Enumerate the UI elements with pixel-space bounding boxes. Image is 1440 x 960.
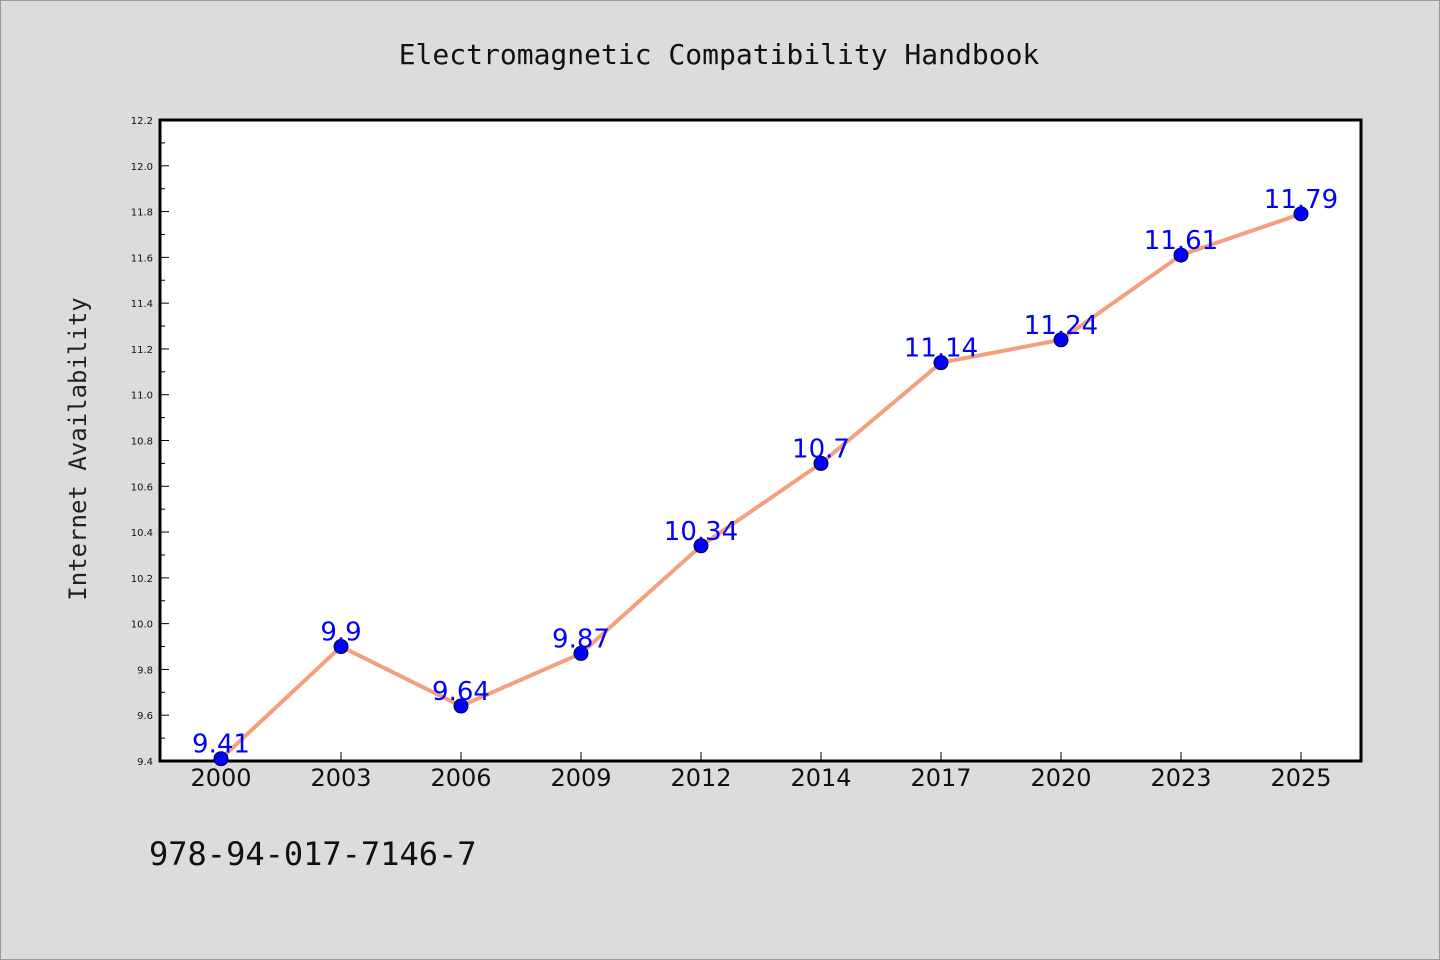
data-labels: 9.41 9.9 9.64 9.87 10.34 10.7 11.14 11.24 11.61 1… <box>192 185 1338 760</box>
y-tick-label: 9.8 <box>137 665 153 676</box>
data-point <box>1053 332 1069 348</box>
data-label: 11.14 <box>904 334 978 364</box>
y-tick-label: 11.6 <box>131 253 153 264</box>
y-tick-label: 11.0 <box>131 391 153 402</box>
y-axis-label: Internet Availability <box>64 297 92 600</box>
chart-title: Electromagnetic Compatibility Handbook <box>399 38 1040 71</box>
data-label: 9.64 <box>432 677 490 707</box>
data-label: 11.24 <box>1024 311 1098 341</box>
x-tick-label: 2023 <box>1150 764 1211 792</box>
data-point <box>573 645 589 661</box>
data-label: 10.7 <box>792 434 850 464</box>
x-tick-label: 2020 <box>1030 764 1091 792</box>
x-tick-label: 2003 <box>310 764 371 792</box>
x-tick-label: 2017 <box>910 764 971 792</box>
data-markers <box>213 206 1309 767</box>
data-point <box>213 751 229 767</box>
series-line-group <box>219 211 1302 761</box>
x-tick-label: 2025 <box>1270 764 1331 792</box>
y-tick-label: 11.8 <box>131 208 153 219</box>
data-point <box>1293 206 1309 222</box>
data-label: 9.9 <box>320 618 361 648</box>
data-point <box>933 355 949 371</box>
x-axis-ticks: 2000 2003 2006 2009 2012 2014 2017 2020 2023 2025 <box>190 752 1332 792</box>
data-point <box>333 639 349 655</box>
y-tick-label: 10.0 <box>131 620 153 631</box>
data-point <box>453 698 469 714</box>
series-line <box>219 211 1302 761</box>
y-tick-label: 9.6 <box>137 711 153 722</box>
data-label: 9.41 <box>192 730 250 760</box>
x-tick-label: 2006 <box>430 764 491 792</box>
data-label: 10.34 <box>664 517 738 547</box>
y-tick-label: 10.8 <box>131 437 153 448</box>
y-tick-label: 12.2 <box>131 116 153 127</box>
data-label: 11.79 <box>1264 185 1338 215</box>
x-tick-label: 2000 <box>190 764 251 792</box>
y-tick-label: 10.6 <box>131 482 153 493</box>
data-point <box>813 455 829 471</box>
y-tick-label: 12.0 <box>131 162 153 173</box>
data-point <box>693 538 709 554</box>
y-tick-label: 10.2 <box>131 574 153 585</box>
y-axis-ticks: 9.4 9.6 9.8 10.0 10.2 10.4 10.6 10.8 11.0 11.2 11.… <box>131 116 169 768</box>
x-tick-label: 2012 <box>670 764 731 792</box>
y-tick-label: 11.2 <box>131 345 153 356</box>
y-tick-label: 11.4 <box>131 299 153 310</box>
y-tick-label: 9.4 <box>137 757 153 768</box>
data-point <box>1173 247 1189 263</box>
x-tick-label: 2014 <box>790 764 851 792</box>
isbn-footer: 978-94-017-7146-7 <box>149 835 477 873</box>
data-label: 11.61 <box>1144 226 1218 256</box>
y-tick-label: 10.4 <box>131 528 153 539</box>
x-tick-label: 2009 <box>550 764 611 792</box>
plot-area <box>158 118 1363 763</box>
data-label: 9.87 <box>552 624 610 654</box>
